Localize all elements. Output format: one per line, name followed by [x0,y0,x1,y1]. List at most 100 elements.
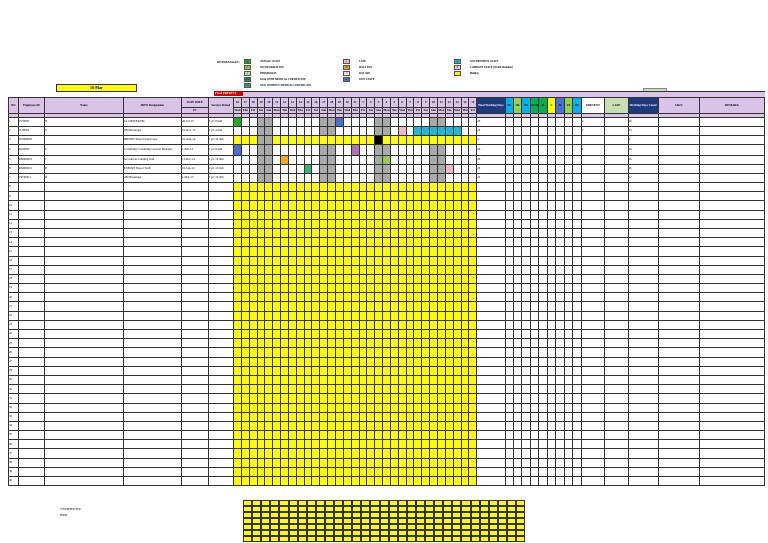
day-cell [413,347,423,358]
day-cell [264,411,274,422]
day-cell [460,347,470,358]
day-cell [405,430,415,441]
empty-cell [521,218,531,229]
empty-cell [476,218,506,229]
empty-cell [207,218,235,229]
day-cell [452,126,462,136]
empty-cell [538,393,548,404]
empty-cell [572,310,582,321]
overflow-cell [297,518,307,525]
day-cell [240,135,250,145]
day-cell [248,209,258,220]
day-cell [350,338,360,349]
empty-cell [698,448,766,459]
day-cell [382,191,391,202]
row-summary [572,126,582,136]
day-cell [350,475,360,487]
day-cell [452,292,462,303]
day-cell [327,402,336,413]
day-cell [272,173,282,183]
empty-cell [181,475,209,487]
overflow-cell [379,518,389,525]
table-row: 1 0570000 N SA-DRIVER HK 26-Jul-13 3 yrs 8 mt… [8,117,766,127]
day-header: 6 [397,97,407,108]
empty-cell [546,384,557,395]
day-cell [421,227,431,239]
day-cell [272,255,282,266]
day-cell [413,218,423,229]
day-header: 15 [468,97,478,108]
row-no: 1 [8,117,19,127]
day-cell [240,384,250,395]
day-cell [389,191,399,202]
day-cell [327,430,336,441]
day-cell [287,420,297,432]
empty-cell [555,218,565,229]
overflow-cell [361,530,371,537]
row-summary [546,144,557,156]
day-cell [460,439,470,450]
day-cell [319,301,329,312]
day-cell [460,264,470,275]
empty-cell [580,319,606,331]
empty-cell [538,301,548,312]
day-cell [421,475,431,487]
empty-cell [572,374,582,386]
overflow-cell [334,524,344,531]
day-cell [421,328,431,340]
day-cell [240,117,250,127]
empty-cell [44,457,124,468]
day-cell [342,384,352,395]
row-summary [572,164,582,174]
day-cell [233,191,242,202]
overflow-cell [516,500,526,507]
day-cell [452,218,462,229]
empty-cell [521,264,531,275]
day-cell [240,200,250,211]
empty-cell [44,283,124,294]
day-cell [248,319,258,331]
empty-cell [580,448,606,459]
day-cell [413,365,423,376]
day-cell [303,246,313,257]
day-cell [342,173,352,183]
day-cell [405,181,415,193]
overflow-cell [379,530,389,537]
day-cell [287,144,297,156]
verified-role: HRD [60,513,68,517]
overflow-cell [434,530,444,537]
day-cell [436,155,446,165]
overflow-cell [361,536,371,543]
day-cell [311,246,321,257]
empty-cell [555,191,565,202]
empty-cell [604,448,629,459]
overflow-cell [506,518,517,525]
empty-cell [476,420,506,432]
day-cell [240,218,250,229]
empty-cell [17,209,46,220]
day-cell [248,384,258,395]
day-cell [233,264,242,275]
day-cell [350,374,360,386]
table-row: 2 1110003 S OB Messenger 01-Nov-13 3 yrs 4 mt… [8,126,766,136]
empty-cell [546,292,557,303]
empty-cell [44,328,124,340]
day-cell [335,393,344,404]
empty-cell [17,347,46,358]
row-remark [698,173,766,183]
day-cell [366,126,376,136]
empty-cell [627,430,659,441]
row-no: 21 [8,301,19,312]
day-header: 10 [429,97,438,108]
day-cell [342,402,352,413]
overflow-cell [315,512,325,519]
day-cell [405,227,415,239]
day-cell [272,356,282,367]
day-cell [233,218,242,229]
day-cell [468,448,478,459]
day-cell [374,301,384,312]
day-cell [311,292,321,303]
empty-cell [698,384,766,395]
day-cell [350,328,360,340]
overflow-cell [352,518,362,525]
